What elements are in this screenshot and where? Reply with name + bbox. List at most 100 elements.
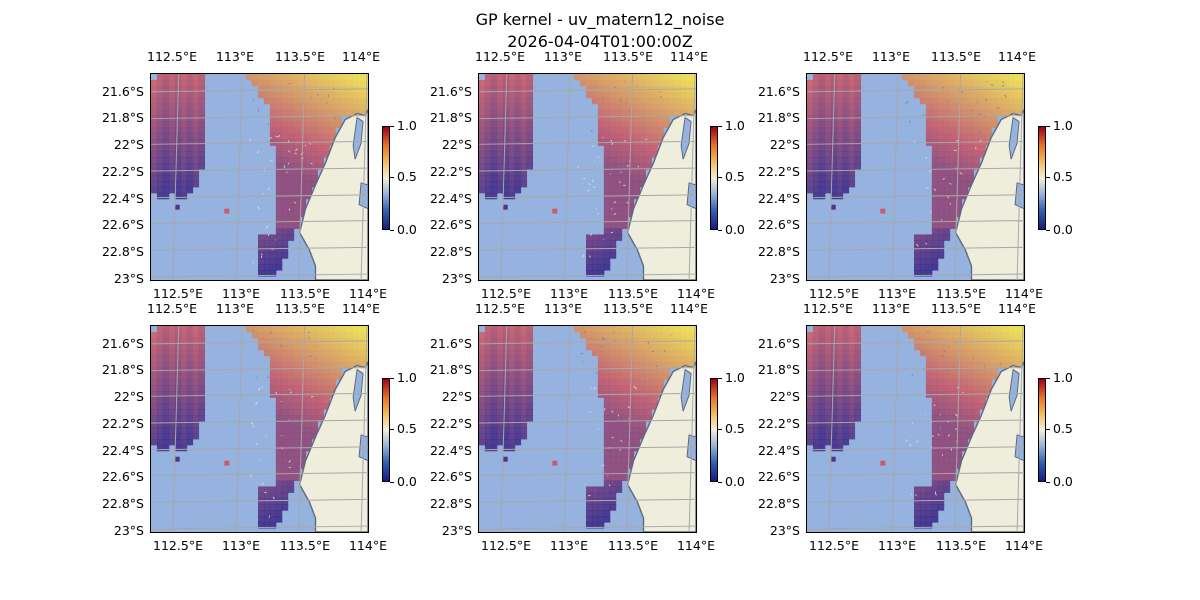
field-cell xyxy=(609,403,617,410)
field-cell xyxy=(615,121,623,128)
field-cell xyxy=(168,391,176,398)
field-cell xyxy=(496,175,504,182)
field-cell xyxy=(151,133,158,140)
field-cell xyxy=(508,103,516,111)
field-cell xyxy=(609,85,617,93)
field-cell xyxy=(836,379,844,386)
field-cell xyxy=(651,133,658,140)
field-cell xyxy=(633,127,641,134)
field-cell xyxy=(174,127,182,134)
field-cell xyxy=(645,91,652,99)
lat-tick-label: 22°S xyxy=(441,389,472,404)
field-cell xyxy=(979,391,986,398)
field-cell xyxy=(323,151,330,158)
field-cell xyxy=(552,460,558,466)
field-cell xyxy=(180,331,188,339)
field-cell xyxy=(603,216,611,224)
field-cell xyxy=(180,409,188,416)
field-cell xyxy=(269,258,277,265)
field-cell xyxy=(854,409,862,416)
field-cell xyxy=(914,264,921,271)
field-cell xyxy=(269,74,277,81)
field-cell xyxy=(609,252,617,259)
field-cell xyxy=(317,361,324,369)
vector-arrow xyxy=(304,144,307,147)
field-cell xyxy=(258,264,265,271)
field-cell xyxy=(639,391,646,398)
field-cell xyxy=(621,326,629,333)
field-cell xyxy=(287,373,295,380)
field-cell xyxy=(186,97,194,105)
field-cell xyxy=(526,133,534,140)
field-cell xyxy=(281,504,289,511)
field-cell xyxy=(931,216,939,224)
field-cell xyxy=(651,331,658,339)
field-cell xyxy=(281,210,289,218)
field-cell xyxy=(174,115,182,123)
field-cell xyxy=(979,397,986,404)
field-cell xyxy=(949,450,957,458)
field-cell xyxy=(586,74,593,81)
field-cell xyxy=(807,85,814,93)
field-cell xyxy=(311,385,318,392)
colorbar-tick-label: 1.0 xyxy=(725,370,745,385)
field-cell xyxy=(186,379,194,386)
field-cell xyxy=(281,498,289,505)
field-cell xyxy=(961,421,969,428)
field-cell xyxy=(180,403,188,410)
field-cell xyxy=(681,91,688,99)
field-cell xyxy=(645,97,652,105)
field-cell xyxy=(824,186,832,194)
field-cell xyxy=(192,409,200,416)
vector-arrow xyxy=(593,387,596,390)
field-cell xyxy=(603,486,611,493)
field-cell xyxy=(621,127,629,134)
field-cell xyxy=(508,397,516,404)
field-cell xyxy=(168,169,176,176)
field-cell xyxy=(961,91,969,99)
vector-arrow xyxy=(915,494,917,497)
field-cell xyxy=(937,145,945,152)
field-cell xyxy=(151,337,158,345)
field-cell xyxy=(263,240,271,247)
meridian-gridline xyxy=(626,74,634,280)
field-cell xyxy=(854,157,862,164)
field-cell xyxy=(508,337,516,345)
field-cell xyxy=(305,186,313,194)
field-cell xyxy=(508,415,516,422)
field-cell xyxy=(597,103,605,111)
field-cell xyxy=(514,403,522,410)
field-cell xyxy=(520,103,528,111)
field-cell xyxy=(293,450,301,458)
field-cell xyxy=(293,385,301,392)
field-cell xyxy=(526,163,534,170)
vector-arrow xyxy=(942,119,944,122)
field-cell xyxy=(323,403,330,410)
field-cell xyxy=(597,492,605,499)
field-cell xyxy=(287,462,295,470)
parallel-gridline xyxy=(151,167,368,172)
field-cell xyxy=(919,85,927,93)
field-cell xyxy=(323,349,330,357)
vector-arrow xyxy=(999,363,1001,366)
field-cell xyxy=(943,379,951,386)
field-cell xyxy=(1015,109,1022,117)
field-cell xyxy=(830,367,838,375)
field-cell xyxy=(198,367,206,375)
field-cell xyxy=(174,379,182,386)
field-cell xyxy=(174,367,182,375)
vector-arrow xyxy=(288,460,291,463)
field-cell xyxy=(937,175,945,182)
field-cell xyxy=(502,139,510,146)
field-cell xyxy=(633,438,641,446)
field-cell xyxy=(919,240,927,247)
vector-arrow xyxy=(286,171,288,174)
field-cell xyxy=(824,432,832,440)
field-cell xyxy=(281,103,289,111)
field-cell xyxy=(961,438,969,446)
field-cell xyxy=(985,349,992,357)
field-cell xyxy=(639,103,646,111)
field-cell xyxy=(192,85,200,93)
field-cell xyxy=(979,349,986,357)
parallel-gridline xyxy=(479,525,696,530)
